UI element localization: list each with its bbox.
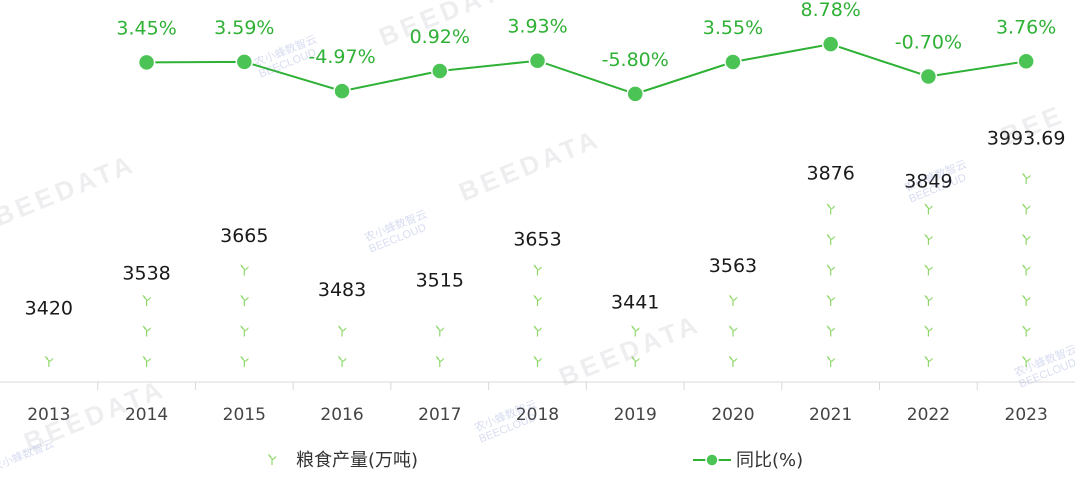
sprout-icon	[826, 294, 836, 307]
sprout-icon	[1021, 355, 1032, 368]
bar-value-label: 3665	[220, 225, 268, 247]
sprout-icon	[1021, 202, 1032, 216]
sprout-icon	[630, 355, 641, 368]
sprout-icon	[728, 355, 738, 368]
x-tick-label: 2016	[320, 405, 363, 425]
sprout-icon	[239, 294, 250, 307]
line-point	[333, 82, 351, 100]
x-tick-label: 2019	[614, 405, 657, 425]
x-tick-label: 2014	[125, 405, 168, 425]
sprout-icon	[826, 355, 836, 368]
bar-value-label: 3563	[709, 255, 757, 277]
x-tick-label: 2017	[418, 405, 461, 425]
bar	[141, 294, 152, 368]
sprout-icon	[923, 233, 934, 246]
line-value-label: 3.76%	[996, 16, 1056, 38]
bar-value-label: 3653	[513, 229, 561, 251]
legend-label-yoy: 同比(%)	[736, 450, 803, 471]
bar-value-label: 3876	[807, 163, 855, 185]
bar-value-label: 3849	[904, 170, 952, 192]
bar	[728, 294, 738, 368]
sprout-icon	[1021, 263, 1032, 277]
line-point	[431, 62, 449, 80]
line-point	[821, 35, 840, 53]
sprout-icon	[532, 294, 543, 307]
bar	[239, 263, 250, 368]
sprout-icon	[532, 263, 543, 277]
line-value-label: 8.78%	[801, 0, 861, 21]
sprout-icon	[923, 263, 934, 277]
sprout-icon	[1021, 324, 1032, 338]
line-point	[235, 53, 254, 71]
x-tick-label: 2021	[809, 405, 852, 425]
x-tick-label: 2013	[27, 405, 70, 425]
bar-value-label: 3441	[611, 291, 659, 313]
sprout-icon	[532, 355, 543, 368]
sprout-icon	[239, 324, 250, 338]
sprout-icon	[923, 324, 934, 338]
line-value-label: 3.59%	[214, 17, 274, 39]
line-value-label: 3.93%	[507, 16, 567, 38]
bar-value-label: 3420	[25, 297, 73, 319]
sprout-icon	[532, 324, 543, 338]
line-point	[724, 53, 742, 71]
sprout-icon	[337, 324, 348, 338]
bar-value-label: 3483	[318, 279, 366, 301]
sprout-icon	[630, 324, 641, 338]
sprout-icon	[435, 355, 445, 368]
bar-value-label: 3515	[416, 269, 464, 291]
line-value-label: 3.45%	[116, 17, 176, 39]
bar	[532, 263, 543, 368]
bar	[44, 355, 54, 368]
x-tick-label: 2018	[516, 405, 559, 425]
sprout-icon	[923, 294, 934, 307]
sprout-icon	[1021, 233, 1032, 246]
sprout-icon	[239, 263, 250, 277]
sprout-icon	[141, 294, 152, 307]
x-tick-label: 2015	[223, 405, 266, 425]
bar	[826, 202, 836, 368]
sprout-icon	[435, 324, 445, 338]
line-point	[626, 85, 644, 103]
sprout-icon	[826, 202, 836, 216]
sprout-icon	[1021, 294, 1032, 307]
line-point	[919, 67, 938, 86]
line-value-label: -0.70%	[895, 32, 962, 54]
legend-label-production: 粮食产量(万吨)	[296, 450, 418, 471]
bar	[630, 324, 641, 368]
bar-value-label: 3993.69	[987, 128, 1066, 150]
bar	[1021, 172, 1032, 368]
bar-value-label: 3538	[122, 263, 170, 285]
legend-sprout-icon	[267, 453, 277, 466]
sprout-icon	[1021, 172, 1032, 185]
bar	[337, 324, 348, 368]
sprout-icon	[141, 324, 152, 338]
line-value-label: 3.55%	[703, 17, 763, 39]
line-point	[137, 53, 156, 72]
sprout-icon	[728, 294, 738, 307]
line-point	[528, 51, 547, 70]
line-value-label: 0.92%	[410, 26, 470, 48]
sprout-icon	[826, 233, 836, 246]
line-value-label: -5.80%	[602, 49, 669, 71]
x-tick-label: 2023	[1005, 405, 1048, 425]
sprout-icon	[141, 355, 152, 368]
sprout-icon	[923, 202, 934, 216]
series-line	[146, 43, 1027, 95]
sprout-icon	[239, 355, 250, 368]
bar	[923, 202, 934, 368]
sprout-icon	[44, 355, 54, 368]
sprout-icon	[826, 324, 836, 338]
legend-point-swatch	[705, 453, 719, 467]
x-tick-label: 2020	[711, 405, 754, 425]
sprout-icon	[826, 263, 836, 277]
sprout-icon	[923, 355, 934, 368]
sprout-icon	[337, 355, 348, 368]
x-tick-label: 2022	[907, 405, 950, 425]
bar	[435, 324, 445, 368]
sprout-icon	[728, 324, 738, 338]
line-value-label: -4.97%	[308, 46, 375, 68]
line-point	[1017, 52, 1035, 71]
